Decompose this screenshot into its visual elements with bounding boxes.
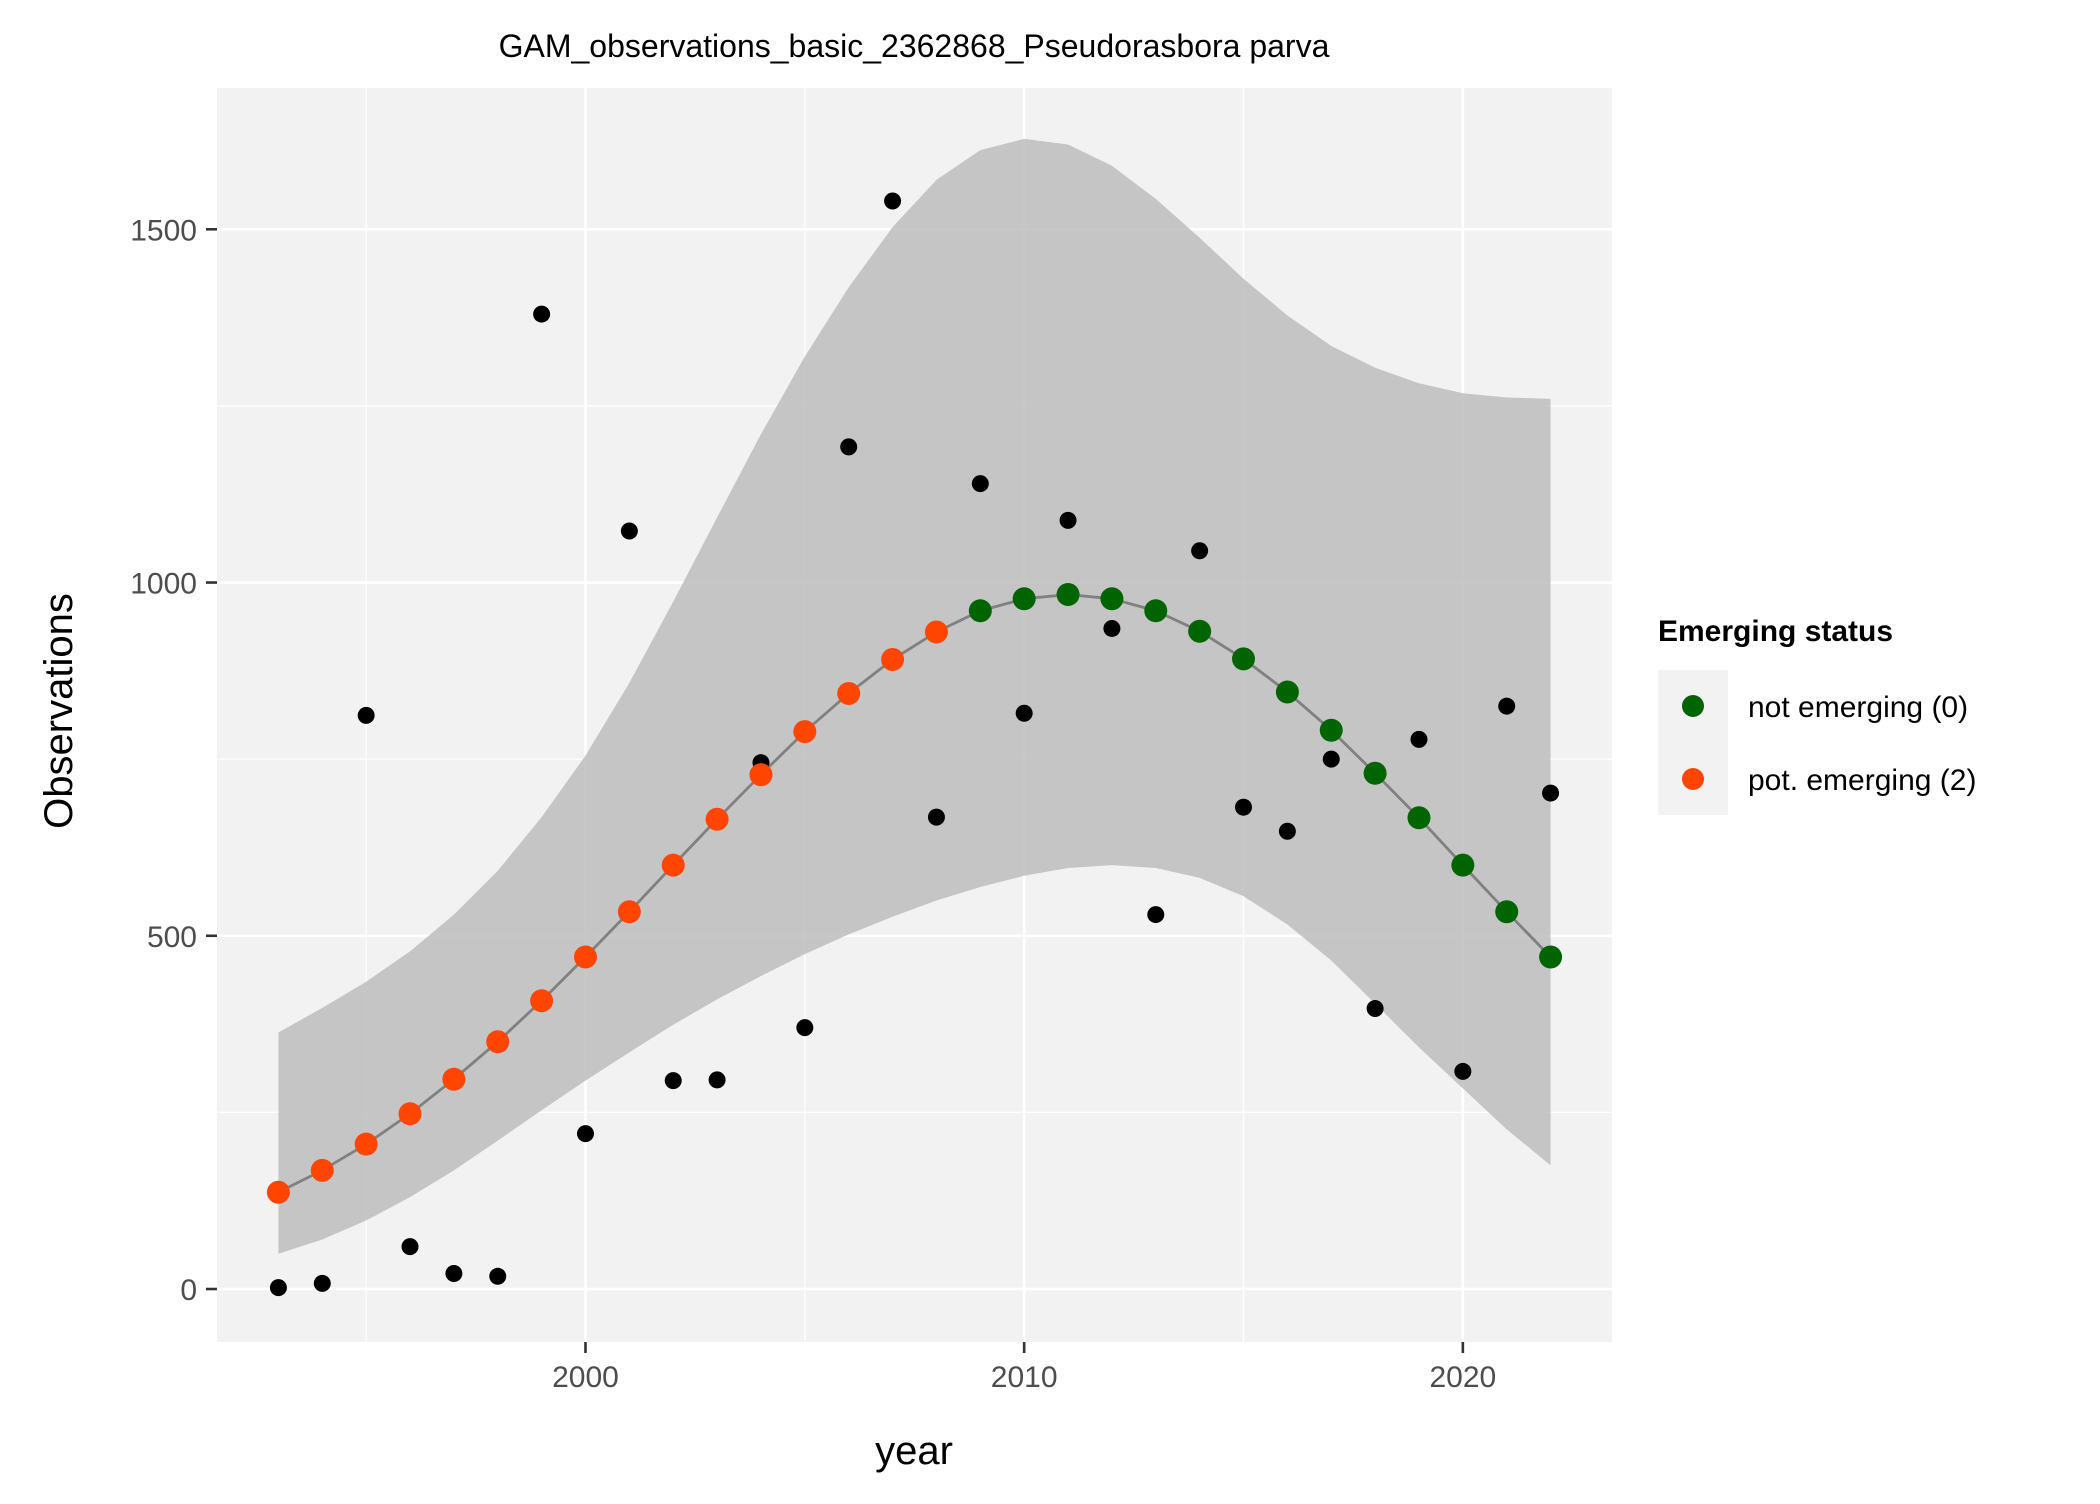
observed-point (1147, 906, 1165, 924)
observed-point (1235, 798, 1253, 816)
legend-label-pot-emerging: pot. emerging (2) (1748, 764, 1976, 797)
observed-point (269, 1279, 287, 1297)
observed-point (1103, 619, 1121, 637)
fitted-point (442, 1067, 466, 1091)
legend-key-background (1658, 670, 1728, 815)
observed-point (313, 1274, 331, 1292)
fitted-point (354, 1132, 378, 1156)
observed-point (489, 1267, 507, 1285)
observed-point (1454, 1062, 1472, 1080)
fitted-point (1100, 587, 1124, 611)
observed-point (1191, 542, 1209, 560)
observed-point (1322, 750, 1340, 768)
observed-point (884, 192, 902, 210)
chart-title: GAM_observations_basic_2362868_Pseudoras… (499, 28, 1330, 64)
fitted-point (1144, 599, 1168, 623)
fitted-point (1539, 945, 1563, 969)
fitted-point (793, 720, 817, 744)
fitted-points (266, 583, 1563, 1204)
observed-point (971, 475, 989, 493)
y-tick-label: 500 (147, 921, 197, 954)
fitted-point (924, 620, 948, 644)
fitted-point (1188, 619, 1212, 643)
legend-key-not-emerging (1682, 695, 1704, 717)
y-axis: 0 500 1000 1500 (130, 214, 217, 1307)
legend-title: Emerging status (1658, 615, 1893, 648)
fitted-point (310, 1158, 334, 1182)
x-tick-label: 2010 (991, 1361, 1058, 1394)
y-axis-title: Observations (37, 593, 81, 829)
fitted-point (1363, 761, 1387, 785)
fitted-point (968, 599, 992, 623)
fitted-point (530, 989, 554, 1013)
fitted-point (749, 763, 773, 787)
observed-point (796, 1019, 814, 1037)
observed-point (1498, 697, 1516, 715)
observed-point (708, 1071, 726, 1089)
observed-point (620, 522, 638, 540)
y-tick-label: 0 (180, 1274, 197, 1307)
fitted-point (1275, 680, 1299, 704)
observed-point (1410, 730, 1428, 748)
fitted-point (661, 853, 685, 877)
fitted-point (1232, 647, 1256, 671)
observed-point (927, 808, 945, 826)
legend: Emerging status not emerging (0) pot. em… (1658, 615, 1976, 815)
observed-point (664, 1072, 682, 1090)
observed-point (1059, 511, 1077, 529)
x-axis: 2000 2010 2020 (552, 1342, 1496, 1394)
observed-point (1015, 704, 1033, 722)
observed-point (1278, 822, 1296, 840)
observed-point (1366, 1000, 1384, 1018)
x-axis-title: year (875, 1429, 953, 1473)
fitted-point (266, 1180, 290, 1204)
x-tick-label: 2020 (1429, 1361, 1496, 1394)
y-tick-label: 1500 (130, 214, 197, 247)
fitted-point (398, 1102, 422, 1126)
x-tick-label: 2000 (552, 1361, 619, 1394)
legend-key-pot-emerging (1682, 768, 1704, 790)
confidence-band (278, 138, 1551, 1254)
fitted-point (617, 900, 641, 924)
fitted-point (1407, 806, 1431, 830)
observed-point (840, 438, 858, 456)
fitted-point (1012, 587, 1036, 611)
observed-point (401, 1238, 419, 1256)
observed-point (576, 1125, 594, 1143)
fitted-point (1451, 853, 1475, 877)
observed-point (1542, 784, 1560, 802)
fitted-point (1495, 900, 1519, 924)
legend-label-not-emerging: not emerging (0) (1748, 691, 1968, 724)
observed-point (357, 706, 375, 724)
fitted-point (1056, 583, 1080, 607)
observed-point (533, 305, 551, 323)
fitted-point (881, 648, 905, 672)
fitted-point (705, 807, 729, 831)
fitted-point (573, 945, 597, 969)
fitted-point (486, 1030, 510, 1054)
observed-point (445, 1264, 463, 1282)
fitted-point (837, 681, 861, 705)
y-tick-label: 1000 (130, 568, 197, 601)
fitted-point (1319, 718, 1343, 742)
